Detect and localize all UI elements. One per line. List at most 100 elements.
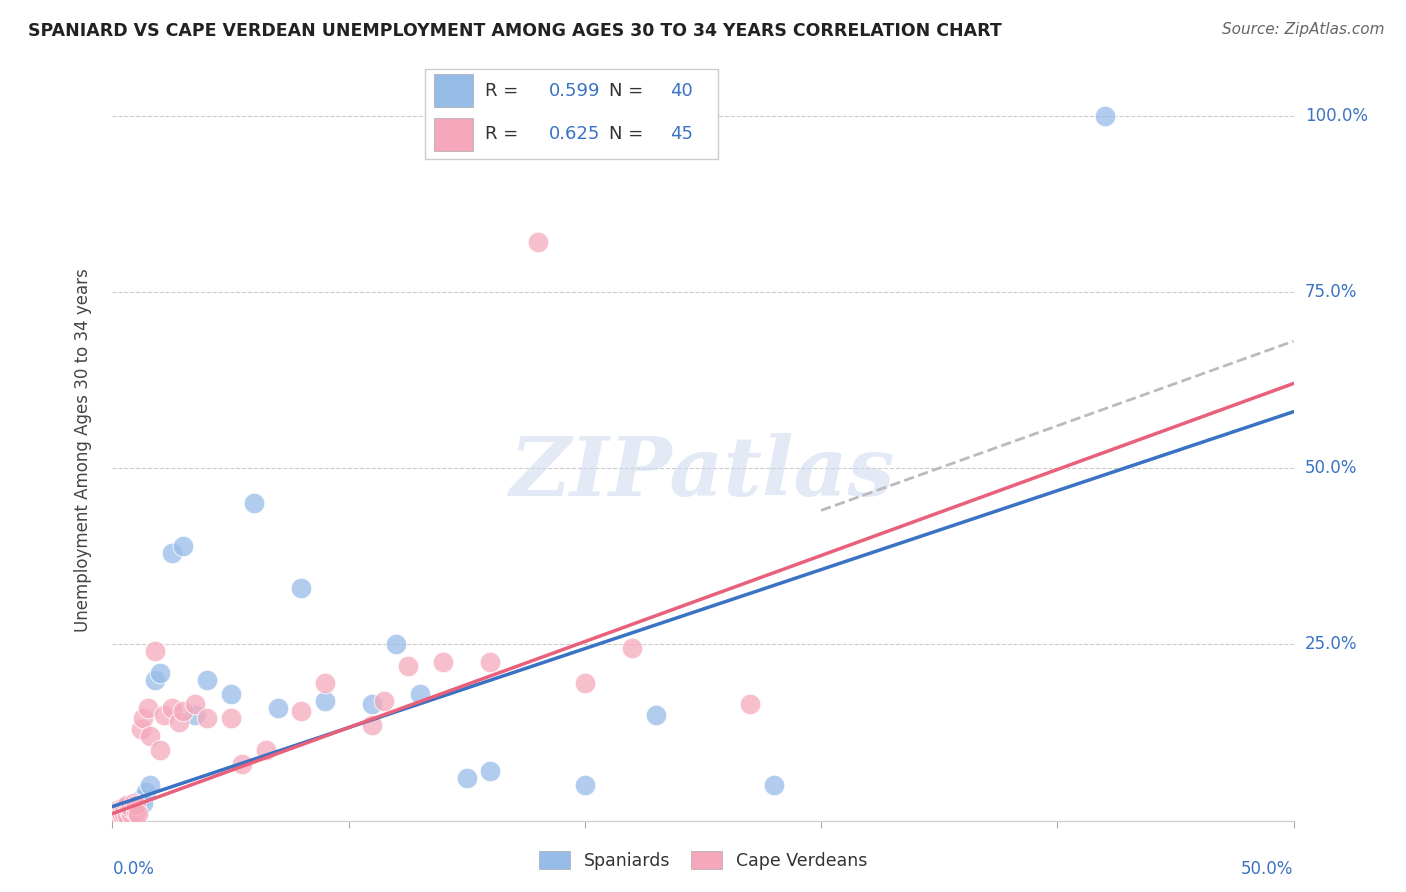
Point — [125, 805, 148, 820]
Point — [129, 722, 152, 736]
Point — [184, 707, 207, 722]
Text: Source: ZipAtlas.com: Source: ZipAtlas.com — [1222, 22, 1385, 37]
Point — [120, 803, 142, 817]
Point — [160, 546, 183, 560]
Point — [127, 796, 149, 810]
Point — [108, 810, 131, 824]
Point — [432, 655, 454, 669]
Point — [314, 676, 336, 690]
Point — [167, 714, 190, 729]
Point — [118, 803, 141, 817]
Text: SPANIARD VS CAPE VERDEAN UNEMPLOYMENT AMONG AGES 30 TO 34 YEARS CORRELATION CHAR: SPANIARD VS CAPE VERDEAN UNEMPLOYMENT AM… — [28, 22, 1002, 40]
Point — [396, 658, 419, 673]
Bar — [434, 119, 474, 152]
Point — [139, 729, 162, 743]
Point — [108, 803, 131, 817]
Point — [112, 799, 135, 814]
Point — [314, 694, 336, 708]
Point — [125, 801, 148, 815]
Y-axis label: Unemployment Among Ages 30 to 34 years: Unemployment Among Ages 30 to 34 years — [73, 268, 91, 632]
Point — [111, 808, 134, 822]
Point — [740, 698, 762, 712]
Point — [112, 806, 135, 821]
Point — [149, 743, 172, 757]
Text: 45: 45 — [669, 126, 693, 144]
Point — [184, 698, 207, 712]
Point — [104, 810, 127, 824]
Point — [219, 687, 242, 701]
Point — [118, 806, 141, 821]
Point — [219, 711, 242, 725]
Point — [105, 805, 128, 820]
Point — [243, 496, 266, 510]
Point — [153, 707, 176, 722]
Point — [120, 806, 142, 821]
Point — [143, 644, 166, 658]
Point — [644, 707, 666, 722]
Point — [479, 764, 502, 779]
Point — [105, 803, 128, 817]
Point — [149, 665, 172, 680]
Point — [254, 743, 277, 757]
Point — [120, 801, 142, 815]
Point — [132, 796, 155, 810]
Point — [139, 778, 162, 792]
Point — [112, 801, 135, 815]
Point — [526, 235, 548, 250]
Point — [408, 687, 430, 701]
Point — [115, 798, 138, 813]
Point — [574, 778, 596, 792]
Point — [122, 799, 145, 814]
Point — [456, 772, 478, 786]
Point — [195, 711, 218, 725]
Text: 75.0%: 75.0% — [1305, 283, 1357, 301]
Text: ZIPatlas: ZIPatlas — [510, 433, 896, 513]
Point — [122, 796, 145, 810]
Point — [105, 810, 128, 824]
Point — [290, 704, 312, 718]
Point — [125, 798, 148, 813]
FancyBboxPatch shape — [425, 69, 718, 159]
Text: R =: R = — [485, 82, 524, 100]
Text: 25.0%: 25.0% — [1305, 635, 1357, 653]
Point — [143, 673, 166, 687]
Point — [385, 637, 408, 651]
Point — [1094, 109, 1116, 123]
Point — [762, 778, 785, 792]
Point — [118, 799, 141, 814]
Point — [290, 581, 312, 595]
Text: 0.625: 0.625 — [548, 126, 600, 144]
Text: 100.0%: 100.0% — [1305, 106, 1368, 125]
Point — [115, 803, 138, 817]
Text: 50.0%: 50.0% — [1305, 459, 1357, 477]
Point — [112, 805, 135, 820]
Point — [373, 694, 395, 708]
Point — [231, 757, 253, 772]
Point — [361, 698, 384, 712]
Point — [267, 701, 290, 715]
Point — [104, 806, 127, 821]
Point — [115, 808, 138, 822]
Point — [127, 806, 149, 821]
Point — [361, 718, 384, 732]
Point — [111, 806, 134, 821]
Text: 0.599: 0.599 — [548, 82, 600, 100]
Point — [479, 655, 502, 669]
Point — [621, 640, 644, 655]
Point — [195, 673, 218, 687]
Point — [160, 701, 183, 715]
Point — [132, 711, 155, 725]
Text: R =: R = — [485, 126, 524, 144]
Point — [172, 539, 194, 553]
Text: N =: N = — [609, 82, 650, 100]
Point — [115, 799, 138, 814]
Bar — [434, 74, 474, 107]
Legend: Spaniards, Cape Verdeans: Spaniards, Cape Verdeans — [530, 842, 876, 879]
Point — [104, 806, 127, 821]
Point — [108, 808, 131, 822]
Text: 40: 40 — [669, 82, 692, 100]
Point — [108, 805, 131, 820]
Text: N =: N = — [609, 126, 650, 144]
Point — [111, 801, 134, 815]
Point — [574, 676, 596, 690]
